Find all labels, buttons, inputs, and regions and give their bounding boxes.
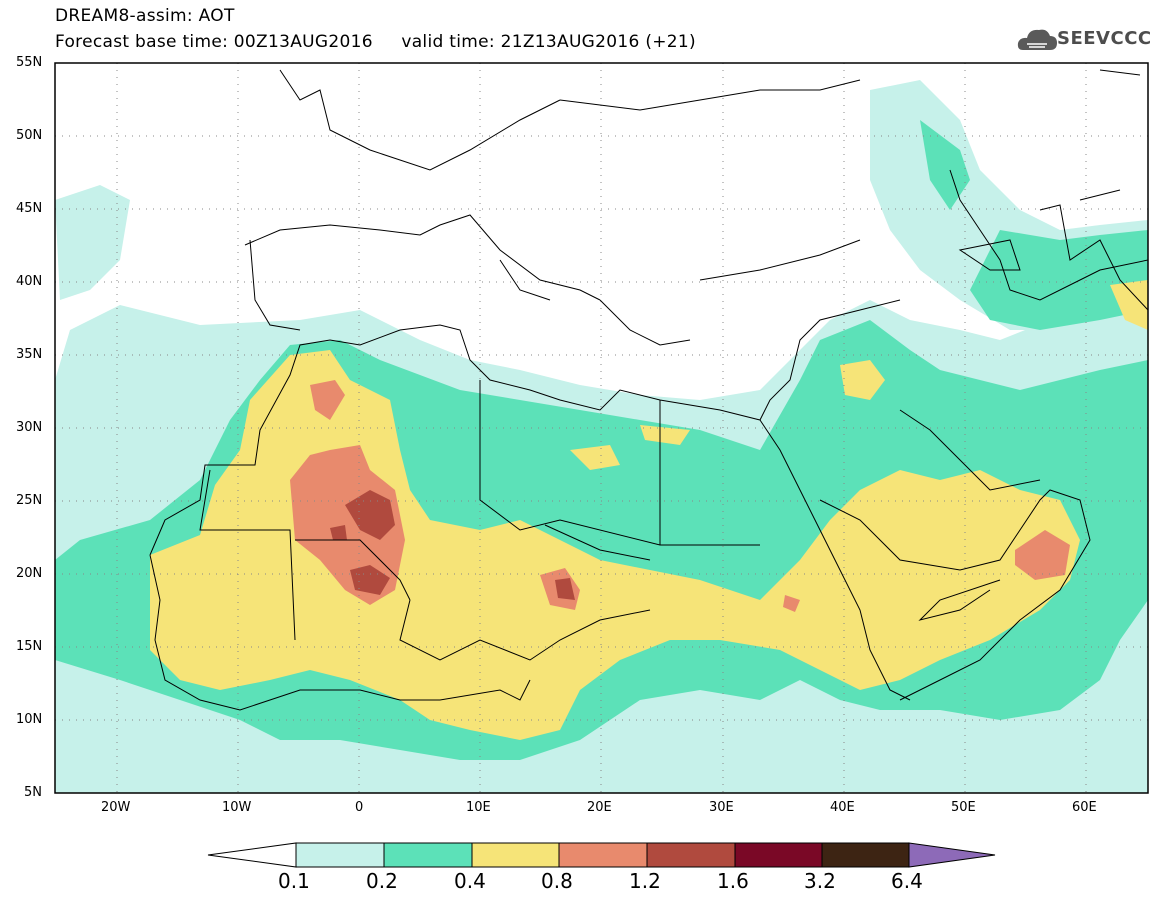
coastlines-borders [149, 69, 1148, 711]
colorbar-label: 1.6 [717, 869, 749, 893]
map-frame [54, 62, 1149, 794]
lat-label: 45N [16, 201, 43, 216]
colorbar-label: 0.1 [278, 869, 310, 893]
colorbar-label: 1.2 [629, 869, 661, 893]
forecast-time-line: Forecast base time: 00Z13AUG2016 valid t… [55, 32, 696, 52]
colorbar-label: 6.4 [891, 869, 923, 893]
lon-label: 20E [587, 800, 612, 815]
lon-label: 60E [1072, 800, 1097, 815]
lon-label: 20W [101, 800, 131, 815]
lat-label: 15N [16, 639, 43, 654]
lat-label: 10N [16, 712, 43, 727]
colorbar-label: 3.2 [804, 869, 836, 893]
logo-text: SEEVCCC [1057, 28, 1152, 49]
lon-label: 10W [222, 800, 252, 815]
lat-label: 20N [16, 566, 43, 581]
lon-label: 10E [466, 800, 491, 815]
colorbar-label: 0.8 [541, 869, 573, 893]
lon-label: 30E [709, 800, 734, 815]
model-title: DREAM8-assim: AOT [55, 6, 235, 26]
lat-label: 50N [16, 128, 43, 143]
colorbar [207, 842, 996, 868]
lon-label: 40E [830, 800, 855, 815]
lon-label: 0 [355, 800, 364, 815]
lat-label: 25N [16, 493, 43, 508]
cloud-logo-icon [1017, 29, 1057, 50]
lat-label: 55N [16, 55, 43, 70]
lat-label: 35N [16, 347, 43, 362]
lat-label: 30N [16, 420, 43, 435]
aot-band-1.2-1.6 [330, 490, 575, 600]
colorbar-label: 0.2 [366, 869, 398, 893]
colorbar-label: 0.4 [454, 869, 486, 893]
lat-label: 40N [16, 274, 43, 289]
aot-band-0.4-0.8 [150, 280, 1148, 740]
lat-label: 5N [24, 785, 42, 800]
lon-label: 50E [951, 800, 976, 815]
